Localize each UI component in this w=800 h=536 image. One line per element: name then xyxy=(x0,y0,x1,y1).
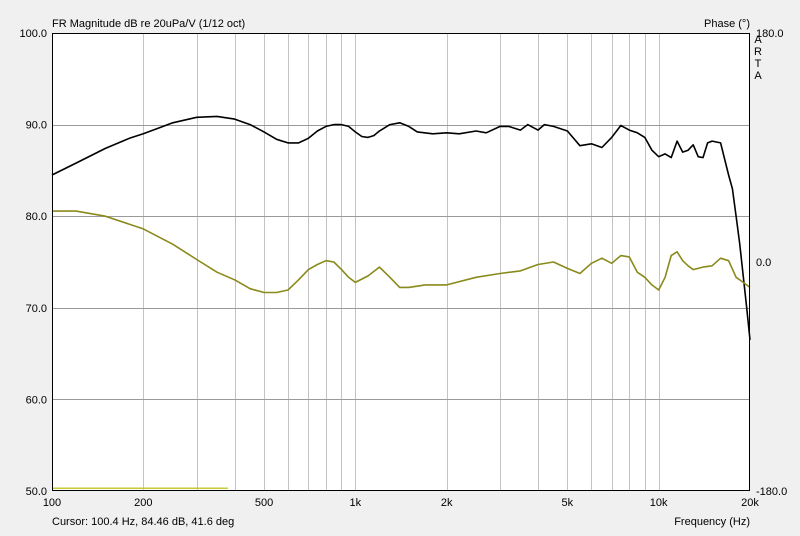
x-tick-label: 500 xyxy=(255,497,273,509)
watermark-letter: R xyxy=(754,46,762,58)
series-layer xyxy=(51,115,751,490)
y2-tick-label: 0.0 xyxy=(756,257,771,269)
axis-labels: 100 200 500 1k 2k 5k 10k 20k 100.0 90.0 80.0 70.0 60… xyxy=(19,28,787,509)
plot-area[interactable] xyxy=(52,33,750,491)
y-tick-label: 50.0 xyxy=(26,486,47,498)
y-tick-label: 70.0 xyxy=(26,303,47,315)
x-tick-label: 10k xyxy=(650,497,668,509)
y-tick-label: 100.0 xyxy=(19,28,47,40)
right-axis-title: Phase (°) xyxy=(704,18,750,30)
watermark-letter: T xyxy=(755,58,762,70)
plot-border xyxy=(52,33,750,491)
cursor-readout: Cursor: 100.4 Hz, 84.46 dB, 41.6 deg xyxy=(52,516,234,528)
y2-tick-label: 180.0 xyxy=(756,28,784,40)
magnitude-curve xyxy=(51,115,751,340)
y-tick-label: 60.0 xyxy=(26,394,47,406)
x-tick-label: 5k xyxy=(562,497,574,509)
x-tick-label: 1k xyxy=(350,497,362,509)
watermark-letter: A xyxy=(754,70,762,82)
y-tick-label: 90.0 xyxy=(26,120,47,132)
phase-curve xyxy=(52,210,751,294)
x-tick-label: 200 xyxy=(134,497,152,509)
x-tick-label: 20k xyxy=(741,497,759,509)
y2-tick-label: -180.0 xyxy=(756,486,787,498)
y-tick-label: 80.0 xyxy=(26,211,47,223)
watermark-letter: A xyxy=(754,34,762,46)
x-tick-label: 100 xyxy=(43,497,61,509)
x-axis-label: Frequency (Hz) xyxy=(674,516,750,528)
chart-title: FR Magnitude dB re 20uPa/V (1/12 oct) xyxy=(52,18,245,30)
x-tick-label: 2k xyxy=(441,497,453,509)
